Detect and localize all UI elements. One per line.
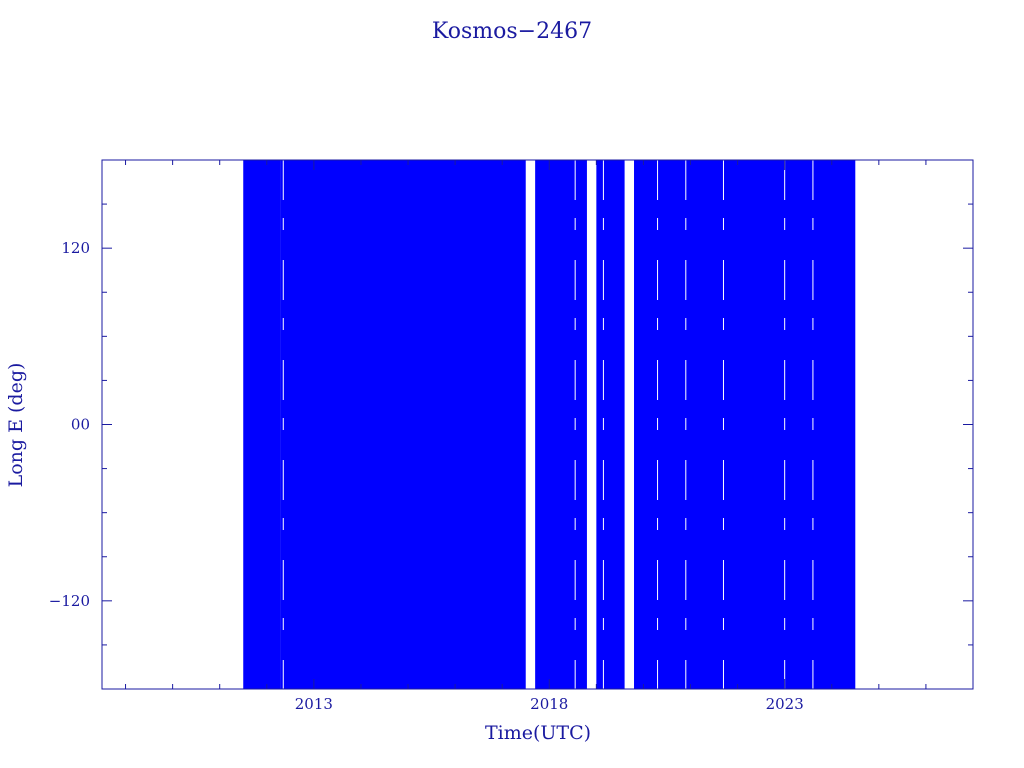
data-band-0 xyxy=(243,160,281,689)
y-axis-label: Long E (deg) xyxy=(5,363,27,488)
y-tick-labels: −120 00 120 xyxy=(49,239,90,610)
x-tick-label: 2013 xyxy=(295,695,333,713)
x-tick-label: 2018 xyxy=(530,695,568,713)
y-tick-label: 00 xyxy=(71,416,90,434)
y-tick-label: −120 xyxy=(49,592,90,610)
x-tick-labels: 2013 2018 2023 xyxy=(295,695,804,713)
plot-area xyxy=(243,160,856,689)
x-axis-label: Time(UTC) xyxy=(485,722,591,744)
data-band-3 xyxy=(596,160,625,689)
data-band-2 xyxy=(535,160,587,689)
data-band-1 xyxy=(280,160,526,689)
x-tick-label: 2023 xyxy=(766,695,804,713)
plot-frame xyxy=(101,159,974,690)
data-band-4 xyxy=(634,160,856,689)
chart-title: Kosmos−2467 xyxy=(432,19,592,44)
y-tick-label: 120 xyxy=(61,239,90,257)
